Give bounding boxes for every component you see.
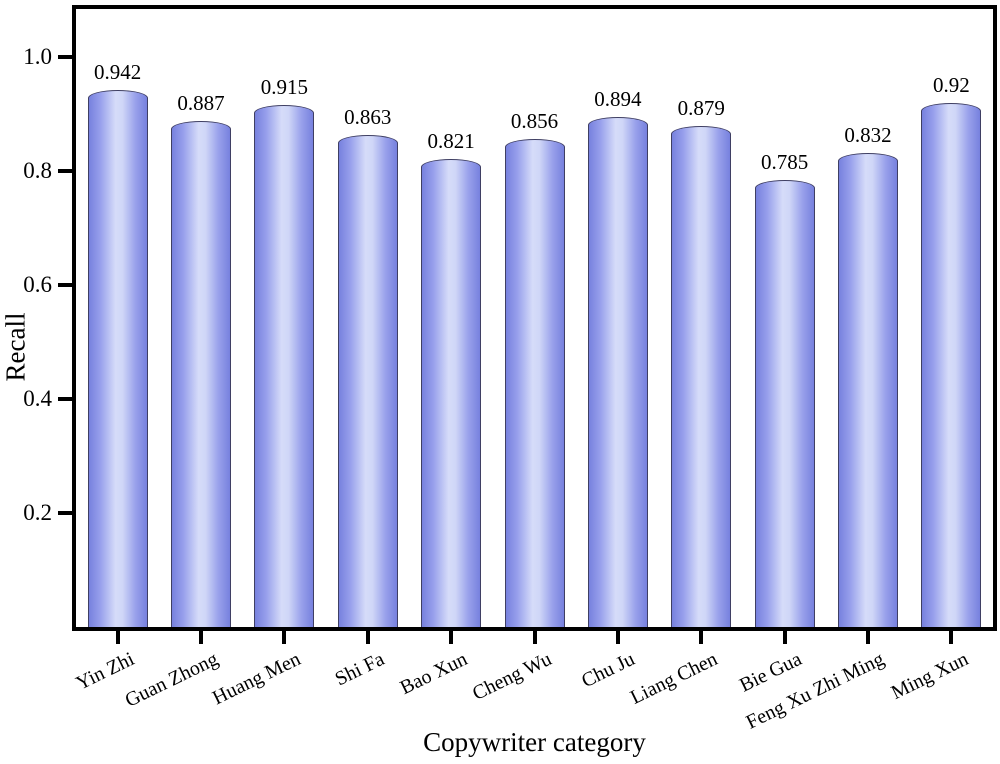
y-axis-tick-label: 0.8 bbox=[23, 158, 52, 183]
bar bbox=[504, 139, 565, 627]
bar-value-label: 0.821 bbox=[427, 129, 475, 154]
bar bbox=[337, 135, 398, 627]
bar bbox=[837, 152, 898, 627]
bar bbox=[171, 121, 232, 627]
bar bbox=[421, 159, 482, 627]
bar bbox=[754, 179, 815, 627]
bar-value-label: 0.863 bbox=[344, 105, 392, 130]
x-axis-tick-label: Shi Fa bbox=[331, 647, 388, 691]
y-axis-tick bbox=[58, 55, 72, 59]
x-axis-tick bbox=[782, 631, 787, 644]
x-axis-tick-label: Guan Zhong bbox=[121, 647, 222, 712]
x-axis-tick bbox=[115, 631, 120, 644]
x-axis-tick-label: Huang Men bbox=[209, 647, 305, 710]
bar-value-label: 0.887 bbox=[177, 91, 225, 116]
x-axis-tick bbox=[949, 631, 954, 644]
bar-value-label: 0.915 bbox=[260, 75, 309, 100]
bar bbox=[87, 90, 148, 627]
x-axis-tick bbox=[449, 631, 454, 644]
y-axis-title: Recall bbox=[0, 312, 31, 382]
x-axis-tick bbox=[365, 631, 370, 644]
bar bbox=[671, 125, 732, 627]
bar bbox=[921, 102, 982, 627]
y-axis-tick-label: 0.2 bbox=[23, 500, 52, 525]
bar-value-label: 0.942 bbox=[94, 60, 142, 85]
y-axis-tick-label: 0.6 bbox=[23, 272, 52, 297]
bar-value-label: 0.785 bbox=[760, 149, 809, 174]
y-axis-tick bbox=[58, 511, 72, 515]
bar bbox=[587, 117, 648, 627]
bar-value-label: 0.856 bbox=[510, 109, 559, 134]
x-axis-title: Copywriter category bbox=[423, 727, 646, 757]
x-axis-tick bbox=[532, 631, 537, 644]
x-axis-tick bbox=[282, 631, 287, 644]
bar-value-label: 0.879 bbox=[677, 95, 725, 120]
x-axis-tick bbox=[865, 631, 870, 644]
bar bbox=[254, 105, 315, 627]
bar-value-label: 0.832 bbox=[844, 122, 892, 147]
x-axis-tick-label: Bao Xun bbox=[397, 647, 472, 700]
bar-value-label: 0.92 bbox=[932, 72, 970, 97]
x-axis-tick bbox=[699, 631, 704, 644]
x-axis-tick bbox=[615, 631, 620, 644]
y-axis-tick-label: 1.0 bbox=[23, 44, 52, 69]
y-axis-tick bbox=[58, 283, 72, 287]
y-axis-tick bbox=[58, 169, 72, 173]
bar-value-label: 0.894 bbox=[594, 87, 642, 112]
x-axis-tick-label: Liang Chen bbox=[627, 647, 722, 709]
x-axis-tick bbox=[199, 631, 204, 644]
x-axis-tick-label: Cheng Wu bbox=[468, 647, 555, 705]
x-axis-tick-label: Feng Xu Zhi Ming bbox=[743, 647, 889, 734]
y-axis-tick bbox=[58, 397, 72, 401]
y-axis-tick-label: 0.4 bbox=[23, 386, 52, 411]
plot-frame bbox=[72, 5, 997, 631]
x-axis-tick-label: Ming Xun bbox=[887, 647, 972, 704]
